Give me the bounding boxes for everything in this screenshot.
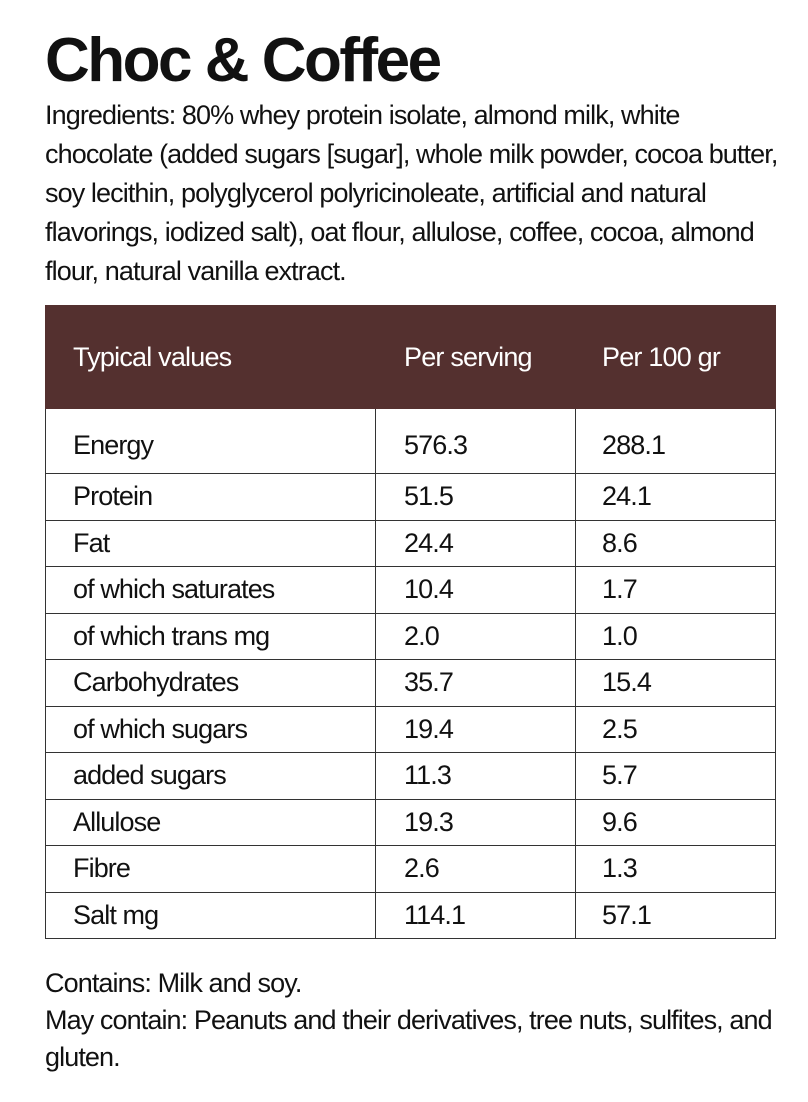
header-per-100g: Per 100 gr bbox=[575, 305, 776, 409]
nutrition-label: Choc & Coffee Ingredients: 80% whey prot… bbox=[45, 26, 778, 1076]
per-serving-value: 576.3 bbox=[375, 408, 576, 474]
header-row: Typical values Per serving Per 100 gr bbox=[45, 305, 776, 409]
row-label: of which sugars bbox=[45, 705, 376, 753]
ingredients-text: Ingredients: 80% whey protein isolate, a… bbox=[45, 100, 778, 286]
nutrition-table: Typical values Per serving Per 100 gr En… bbox=[45, 305, 776, 939]
table-row: of which saturates 10.4 1.7 bbox=[45, 566, 776, 614]
row-label: Protein bbox=[45, 473, 376, 521]
row-label: Allulose bbox=[45, 798, 376, 846]
table-row: of which trans mg 2.0 1.0 bbox=[45, 612, 776, 660]
row-label: of which trans mg bbox=[45, 612, 376, 660]
table-row: Energy 576.3 288.1 bbox=[45, 408, 776, 474]
allergen-info: Contains: Milk and soy. May contain: Pea… bbox=[45, 965, 785, 1076]
row-label: Fat bbox=[45, 519, 376, 567]
table-row: Carbohydrates 35.7 15.4 bbox=[45, 659, 776, 707]
per-100g-value: 5.7 bbox=[575, 752, 776, 800]
table-row: Fat 24.4 8.6 bbox=[45, 519, 776, 567]
per-100g-value: 1.7 bbox=[575, 566, 776, 614]
product-title: Choc & Coffee bbox=[45, 26, 442, 95]
per-serving-value: 35.7 bbox=[375, 659, 576, 707]
per-serving-value: 2.6 bbox=[375, 845, 576, 893]
contains-text: Contains: Milk and soy. bbox=[45, 968, 302, 998]
row-label: Salt mg bbox=[45, 891, 376, 939]
per-serving-value: 11.3 bbox=[375, 752, 576, 800]
per-100g-value: 288.1 bbox=[575, 408, 776, 474]
row-label: added sugars bbox=[45, 752, 376, 800]
header-typical-values: Typical values bbox=[45, 305, 376, 409]
row-label: Carbohydrates bbox=[45, 659, 376, 707]
nutrition-table-body: Energy 576.3 288.1 Protein 51.5 24.1 Fat… bbox=[45, 408, 776, 939]
per-serving-value: 24.4 bbox=[375, 519, 576, 567]
table-row: Fibre 2.6 1.3 bbox=[45, 845, 776, 893]
per-serving-value: 10.4 bbox=[375, 566, 576, 614]
per-serving-value: 19.3 bbox=[375, 798, 576, 846]
nutrition-table-header: Typical values Per serving Per 100 gr bbox=[45, 305, 776, 409]
per-100g-value: 8.6 bbox=[575, 519, 776, 567]
table-row: added sugars 11.3 5.7 bbox=[45, 752, 776, 800]
row-label: Energy bbox=[45, 408, 376, 474]
per-serving-value: 19.4 bbox=[375, 705, 576, 753]
per-serving-value: 114.1 bbox=[375, 891, 576, 939]
per-100g-value: 9.6 bbox=[575, 798, 776, 846]
row-label: of which saturates bbox=[45, 566, 376, 614]
per-100g-value: 15.4 bbox=[575, 659, 776, 707]
per-100g-value: 2.5 bbox=[575, 705, 776, 753]
per-100g-value: 1.0 bbox=[575, 612, 776, 660]
table-row: Salt mg 114.1 57.1 bbox=[45, 891, 776, 939]
may-contain-text: May contain: Peanuts and their derivativ… bbox=[45, 1005, 773, 1072]
table-row: of which sugars 19.4 2.5 bbox=[45, 705, 776, 753]
per-100g-value: 57.1 bbox=[575, 891, 776, 939]
table-row: Protein 51.5 24.1 bbox=[45, 473, 776, 521]
header-per-serving: Per serving bbox=[375, 305, 576, 409]
table-row: Allulose 19.3 9.6 bbox=[45, 798, 776, 846]
per-100g-value: 1.3 bbox=[575, 845, 776, 893]
per-serving-value: 51.5 bbox=[375, 473, 576, 521]
per-serving-value: 2.0 bbox=[375, 612, 576, 660]
row-label: Fibre bbox=[45, 845, 376, 893]
per-100g-value: 24.1 bbox=[575, 473, 776, 521]
